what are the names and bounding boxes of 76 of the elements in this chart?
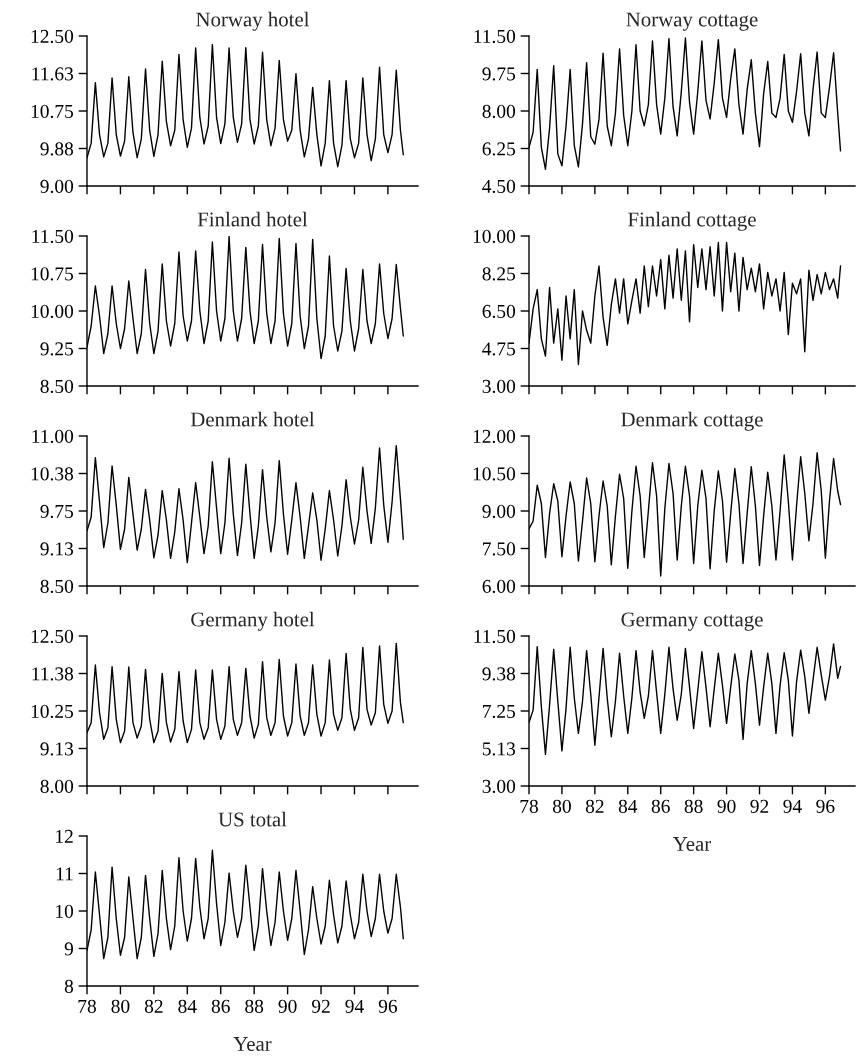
y-tick-label: 11 — [56, 867, 73, 881]
chart-title: Denmark cottage — [621, 411, 763, 431]
y-tick-label: 4.50 — [482, 179, 516, 194]
x-tick-label: 94 — [345, 999, 364, 1013]
y-tick-label: 3.00 — [482, 379, 516, 394]
y-tick-label: 11.50 — [474, 629, 516, 644]
y-tick-label: 8.25 — [482, 267, 516, 281]
y-tick-label: 9.38 — [482, 667, 516, 681]
x-tick-label: 92 — [311, 999, 330, 1013]
y-tick-label: 12.50 — [31, 629, 74, 644]
y-tick-label: 3.00 — [482, 779, 516, 794]
y-tick-label: 9.13 — [40, 542, 74, 556]
x-tick-label: 90 — [717, 799, 736, 813]
x-axis-title: Year — [673, 837, 712, 851]
y-tick-label: 6.25 — [482, 142, 516, 156]
x-tick-label: 88 — [684, 799, 703, 813]
chart-title: Finland cottage — [628, 211, 756, 231]
chart-title: Germany cottage — [621, 612, 763, 631]
y-tick-label: 9.25 — [40, 342, 74, 356]
y-tick-label: 10.75 — [31, 104, 74, 119]
y-tick-label: 10.00 — [473, 229, 516, 244]
x-axis-title: Year — [233, 1037, 272, 1051]
y-tick-label: 11.50 — [32, 229, 74, 244]
y-tick-label: 9.75 — [482, 67, 516, 81]
x-tick-label: 84 — [178, 999, 197, 1013]
y-tick-label: 9.13 — [40, 742, 74, 756]
x-tick-label: 86 — [211, 999, 230, 1013]
y-tick-label: 9.88 — [40, 142, 74, 156]
x-tick-label: 92 — [750, 799, 769, 813]
x-tick-label: 82 — [144, 999, 163, 1013]
y-tick-label: 8.50 — [40, 579, 74, 594]
chart-title: Denmark hotel — [190, 411, 315, 427]
y-tick-label: 11.50 — [474, 29, 516, 44]
y-tick-label: 12 — [56, 829, 73, 843]
y-tick-label: 6.00 — [482, 579, 516, 594]
y-tick-label: 10.75 — [31, 267, 74, 281]
y-tick-label: 4.75 — [482, 342, 516, 356]
y-tick-label: 8 — [64, 979, 74, 993]
x-tick-label: 90 — [278, 999, 297, 1013]
chart-title: Norway cottage — [626, 12, 758, 31]
y-tick-label: 7.50 — [483, 542, 516, 556]
y-tick-label: 11.38 — [32, 667, 74, 681]
y-tick-label: 9 — [64, 942, 74, 956]
y-tick-label: 10.50 — [473, 467, 516, 481]
y-tick-label: 8.00 — [40, 779, 74, 794]
y-tick-label: 10.25 — [31, 704, 74, 719]
chart-title: Finland hotel — [197, 211, 308, 227]
x-tick-label: 84 — [618, 799, 638, 813]
x-tick-label: 78 — [520, 799, 538, 813]
y-tick-label: 10 — [56, 904, 74, 918]
y-tick-label: 9.00 — [482, 504, 516, 519]
y-tick-label: 6.50 — [482, 304, 516, 319]
y-tick-label: 8.50 — [40, 379, 74, 394]
chart-title: Norway hotel — [196, 11, 310, 31]
x-tick-label: 80 — [111, 999, 130, 1013]
y-tick-label: 12.00 — [473, 429, 516, 444]
y-tick-label: 7.25 — [483, 704, 516, 719]
x-tick-label: 78 — [78, 999, 96, 1013]
y-tick-label: 11.00 — [32, 429, 74, 444]
x-tick-label: 94 — [783, 799, 802, 813]
y-tick-label: 11.63 — [32, 67, 74, 81]
x-tick-label: 80 — [552, 799, 571, 813]
x-tick-label: 82 — [585, 799, 604, 813]
y-tick-label: 12.50 — [31, 29, 74, 44]
x-tick-label: 96 — [816, 799, 835, 813]
y-tick-label: 10.00 — [31, 304, 74, 319]
y-tick-label: 9.00 — [40, 179, 74, 194]
x-tick-label: 88 — [245, 999, 264, 1013]
y-tick-label: 5.13 — [482, 742, 516, 756]
y-tick-label: 10.38 — [31, 467, 74, 481]
x-tick-label: 96 — [378, 999, 398, 1013]
chart-title: Germany hotel — [191, 611, 315, 631]
y-tick-label: 9.75 — [40, 504, 74, 519]
chart-title: US total — [218, 811, 287, 827]
x-tick-label: 86 — [651, 799, 670, 813]
y-tick-label: 8.00 — [482, 104, 516, 119]
